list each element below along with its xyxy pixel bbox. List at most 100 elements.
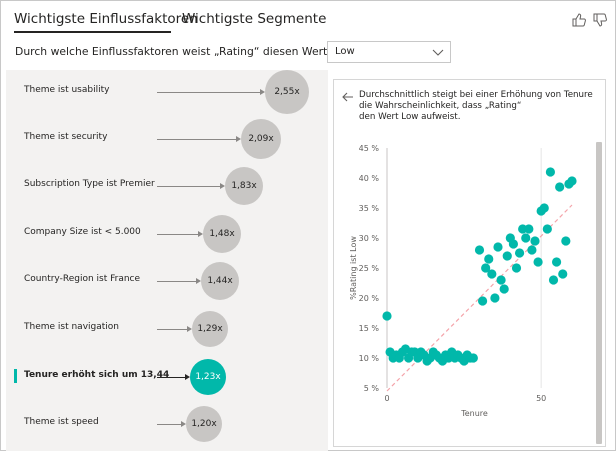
influence-arrow-line xyxy=(157,139,236,140)
influencer-row[interactable]: Theme ist security 2,09x xyxy=(6,119,328,159)
rating-value-dropdown[interactable]: Low xyxy=(327,41,451,63)
influencers-list: Theme ist usability 2,55x Theme ist securi… xyxy=(6,70,328,451)
data-point xyxy=(521,233,531,243)
arrowhead-icon xyxy=(185,374,190,380)
arrowhead-icon xyxy=(260,89,265,95)
influencer-label: Theme ist navigation xyxy=(24,322,119,332)
data-point xyxy=(555,182,565,192)
influence-arrow-line xyxy=(157,281,196,282)
influence-arrow-line xyxy=(157,92,260,93)
data-point xyxy=(567,176,577,186)
data-point xyxy=(524,224,534,234)
dropdown-selected-value: Low xyxy=(335,46,355,57)
data-point xyxy=(496,275,506,285)
y-tick-label: 35 % xyxy=(359,204,380,213)
influencer-row[interactable]: Subscription Type ist Premier 1,83x xyxy=(6,166,328,206)
data-point xyxy=(542,224,552,234)
data-point xyxy=(527,245,537,255)
influencer-question-label: Durch welche Einflussfaktoren weist „Rat… xyxy=(15,45,352,58)
influence-value-bubble: 1,23x xyxy=(190,359,226,395)
y-tick-label: 20 % xyxy=(359,294,380,303)
explanation-line: den Wert Low aufweist. xyxy=(359,112,461,122)
influence-arrow-line xyxy=(157,329,187,330)
influencer-row[interactable]: Theme ist speed 1,20x xyxy=(6,404,328,444)
thumbs-up-icon[interactable] xyxy=(571,12,587,28)
arrowhead-icon xyxy=(196,278,201,284)
influencer-row[interactable]: Country-Region ist France 1,44x xyxy=(6,261,328,301)
tenure-scatter-chart: 5 % 10 % 15 % 20 % 25 % 30 % 35 % 40 % 45 % 0 50 Te… xyxy=(349,144,577,418)
influencer-label: Theme ist speed xyxy=(24,417,99,427)
y-tick-label: 5 % xyxy=(364,384,380,393)
data-point xyxy=(493,242,503,252)
explanation-line: die Wahrscheinlichkeit, dass „Rating“ xyxy=(359,101,522,111)
data-point xyxy=(551,257,562,267)
influencer-label: Subscription Type ist Premier xyxy=(24,179,155,189)
data-point xyxy=(382,311,392,321)
influence-value-bubble: 1,83x xyxy=(225,167,263,205)
influencer-row[interactable]: Theme ist usability 2,55x xyxy=(6,70,328,114)
active-tab-underline xyxy=(14,31,171,33)
data-point xyxy=(474,245,485,255)
arrowhead-icon xyxy=(187,326,192,332)
data-point xyxy=(484,254,494,264)
influence-value-bubble: 1,48x xyxy=(203,215,241,253)
data-point xyxy=(548,275,559,285)
explanation-line: Durchschnittlich steigt bei einer Erhöhu… xyxy=(359,90,593,100)
data-point xyxy=(477,296,488,306)
data-point xyxy=(499,284,509,294)
data-point xyxy=(545,167,556,177)
y-tick-label: 15 % xyxy=(359,324,380,333)
data-point xyxy=(558,269,568,279)
data-point xyxy=(539,203,549,213)
data-point xyxy=(511,263,522,273)
data-point xyxy=(468,353,478,363)
data-point xyxy=(502,251,512,261)
data-point xyxy=(508,239,519,249)
thumbs-down-icon[interactable] xyxy=(592,12,608,28)
y-tick-label: 25 % xyxy=(359,264,380,273)
y-tick-label: 45 % xyxy=(359,144,380,153)
data-point xyxy=(561,236,571,246)
influencer-label: Country-Region ist France xyxy=(24,274,141,284)
arrowhead-icon xyxy=(198,231,203,237)
influence-value-bubble: 1,29x xyxy=(192,311,228,347)
data-point xyxy=(490,293,500,303)
data-point xyxy=(514,248,525,258)
influencer-label: Tenure erhöht sich um 13,44 xyxy=(24,370,170,380)
influence-arrow-line xyxy=(157,377,185,378)
x-axis-title: Tenure xyxy=(460,409,488,418)
data-point xyxy=(487,269,497,279)
influence-arrow-line xyxy=(157,234,198,235)
influencer-row[interactable]: Company Size ist < 5.000 1,48x xyxy=(6,214,328,254)
y-tick-label: 30 % xyxy=(359,234,380,243)
x-tick-label: 50 xyxy=(536,394,546,403)
scrollbar[interactable] xyxy=(596,142,602,444)
influence-arrow-line xyxy=(157,424,181,425)
tab-top-segments[interactable]: Wichtigste Segmente xyxy=(182,11,327,27)
influencer-row[interactable]: Theme ist navigation 1,29x xyxy=(6,309,328,349)
selected-marker xyxy=(14,369,17,383)
arrowhead-icon xyxy=(181,421,186,427)
data-point xyxy=(530,236,540,246)
data-point xyxy=(481,263,491,273)
y-axis-title: %Rating ist Low xyxy=(349,236,358,300)
influence-explanation: Durchschnittlich steigt bei einer Erhöhu… xyxy=(359,90,599,123)
influencer-row[interactable]: Tenure erhöht sich um 13,44 1,23x xyxy=(6,357,328,397)
influencer-label: Theme ist usability xyxy=(24,85,110,95)
influence-value-bubble: 1,44x xyxy=(201,262,239,300)
y-tick-label: 40 % xyxy=(359,174,380,183)
x-tick-label: 0 xyxy=(384,394,389,403)
y-tick-label: 10 % xyxy=(359,354,380,363)
arrowhead-icon xyxy=(236,136,241,142)
influencer-detail-panel: Durchschnittlich steigt bei einer Erhöhu… xyxy=(333,79,606,447)
tab-key-influencers[interactable]: Wichtigste Einflussfaktoren xyxy=(14,11,198,27)
back-arrow-icon[interactable] xyxy=(342,92,354,102)
influence-arrow-line xyxy=(157,186,220,187)
influencer-label: Theme ist security xyxy=(24,132,108,142)
influence-value-bubble: 1,20x xyxy=(186,406,222,442)
influencer-label: Company Size ist < 5.000 xyxy=(24,227,141,237)
chevron-down-icon xyxy=(432,49,444,56)
data-point xyxy=(533,257,543,267)
influence-value-bubble: 2,09x xyxy=(241,119,281,159)
